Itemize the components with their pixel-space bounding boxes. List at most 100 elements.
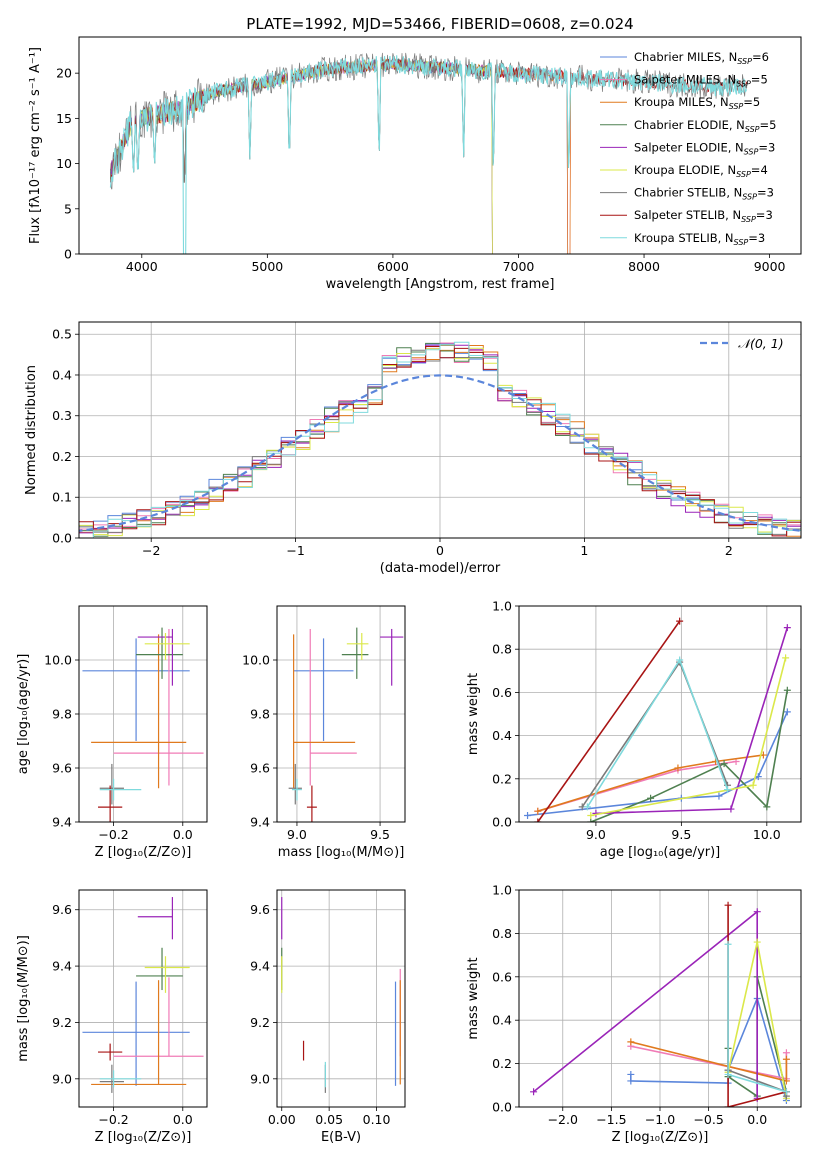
y-tick-label: 10.0: [44, 653, 72, 668]
errorbar-point: [288, 763, 302, 805]
errorbar-point: [91, 980, 187, 1086]
y-tick-label: 9.4: [250, 815, 270, 830]
weight-marker: [587, 818, 595, 822]
weight-marker: [782, 1049, 790, 1057]
figure-title: PLATE=1992, MJD=53466, FIBERID=0608, z=0…: [246, 15, 633, 33]
errorbar-point: [137, 897, 174, 940]
axes-frame: [276, 889, 406, 1108]
legend-model: Kroupa STELIB: [634, 231, 718, 245]
weight-marker: [782, 1055, 790, 1063]
weight-marker: [763, 803, 771, 811]
y-tick-label: 9.6: [250, 902, 270, 917]
y-tick-label: 0.2: [52, 449, 72, 464]
legend-nssp-prefix: , N: [713, 95, 729, 109]
weight-marker: [627, 1070, 635, 1078]
legend-nssp-eq: =: [757, 186, 767, 200]
legend-nssp-sub: SSP: [734, 238, 749, 247]
errorbar-point: [293, 638, 354, 741]
panel-mass_vs_Z: −0.2 0.0 9.0 9.2 9.4 9.6 Z [log₁₀(Z/Z⊙)] mass […: [16, 889, 208, 1145]
y-tick-label: 0.4: [492, 728, 512, 743]
y-tick-label: 9.6: [250, 761, 270, 776]
spectrum-line-kroupa-stelib: [109, 55, 748, 254]
legend-nssp-sub: SSP: [744, 147, 759, 156]
weight-marker: [534, 807, 542, 815]
weight-marker: [674, 764, 682, 772]
x-tick-label: 0.05: [315, 1112, 343, 1127]
x-axis-label: Z [log₁₀(Z/Z⊙)]: [95, 1130, 192, 1145]
errorbar-point: [309, 628, 357, 786]
errorbar-point: [136, 627, 183, 679]
errorbar-point: [136, 947, 183, 991]
y-tick-label: 20: [56, 66, 72, 81]
legend-model: Salpeter STELIB: [634, 208, 725, 222]
axes-frame: [78, 889, 208, 1108]
weight-marker: [783, 624, 791, 632]
spectrum-line-salpeter-elodie: [110, 58, 494, 254]
legend-nssp: 3: [765, 208, 772, 222]
weight-marker: [627, 1077, 635, 1085]
legend-nssp-prefix: , N: [720, 73, 736, 87]
y-tick-label: 9.2: [250, 1015, 270, 1030]
normal-curve: [79, 374, 801, 533]
errorbar-point: [99, 778, 142, 801]
plot-area: [524, 617, 791, 822]
weight-marker: [715, 792, 723, 800]
weight-marker: [627, 1038, 635, 1046]
plot-area: [79, 341, 801, 538]
errorbar-point: [99, 763, 124, 805]
errorbar-point: [99, 1070, 142, 1088]
axes-frame: [518, 605, 802, 823]
legend-nssp-eq: =: [751, 163, 761, 177]
legend-nssp: 5: [753, 95, 760, 109]
spectrum-line-kroupa-miles: [110, 58, 573, 254]
legend-label: Salpeter STELIB, NSSP=3: [634, 208, 773, 224]
legend-nssp-sub: SSP: [745, 125, 760, 134]
legend-nssp-eq: =: [756, 208, 766, 222]
legend-nssp-eq: =: [752, 50, 762, 64]
errorbar-point: [306, 785, 317, 822]
legend-nssp-prefix: , N: [726, 186, 742, 200]
legend-nssp-prefix: , N: [729, 118, 745, 132]
legend-nssp-prefix: , N: [728, 140, 744, 154]
weight-line-salpeter-stelib: [537, 620, 681, 822]
weight-line-chabrier-miles: [527, 711, 789, 817]
x-tick-label: 9.0: [586, 827, 606, 842]
x-tick-label: −1.5: [596, 1112, 626, 1127]
x-tick-label: 0.10: [363, 1112, 391, 1127]
y-tick-label: 1.0: [492, 883, 512, 898]
y-tick-label: 9.8: [52, 707, 72, 722]
legend-nssp: 4: [760, 163, 767, 177]
spectrum-line-salpeter-miles: [110, 59, 573, 254]
legend-label: Salpeter MILES, NSSP=5: [634, 73, 768, 89]
legend-label: Salpeter ELODIE, NSSP=3: [634, 140, 775, 156]
legend-label: Chabrier MILES, NSSP=6: [634, 50, 769, 66]
y-tick-label: 0.2: [492, 1056, 512, 1071]
y-tick-label: 0.0: [492, 815, 512, 830]
x-tick-label: 9.5: [370, 827, 390, 842]
y-tick-label: 0.4: [492, 1013, 512, 1028]
x-axis-label: wavelength [Angstrom, rest frame]: [326, 277, 555, 292]
legend-label: 𝒩(0, 1): [738, 336, 784, 351]
legend-nssp-prefix: , N: [720, 163, 736, 177]
legend-label: Kroupa STELIB, NSSP=3: [634, 231, 765, 247]
y-tick-label: 0.5: [52, 327, 72, 342]
y-tick-label: 9.4: [250, 959, 270, 974]
x-tick-label: 5000: [251, 259, 283, 274]
weight-marker: [587, 812, 595, 820]
legend-nssp-prefix: , N: [721, 50, 737, 64]
errorbar-point: [137, 628, 174, 686]
x-tick-label: −0.2: [98, 827, 128, 842]
errorbar-point: [293, 634, 356, 789]
plot-area: [288, 627, 404, 822]
legend-nssp-sub: SSP: [736, 170, 751, 179]
weight-marker: [727, 805, 735, 813]
x-tick-label: −1: [286, 543, 304, 558]
errorbar-point: [82, 981, 190, 1086]
plot-area: [109, 52, 748, 254]
legend-model: Salpeter MILES: [634, 73, 720, 87]
x-tick-label: 0.00: [268, 1112, 296, 1127]
y-tick-label: 0.8: [492, 642, 512, 657]
legend-label: Kroupa ELODIE, NSSP=4: [634, 163, 768, 179]
weight-marker: [720, 760, 728, 768]
x-tick-label: 9.5: [671, 827, 691, 842]
